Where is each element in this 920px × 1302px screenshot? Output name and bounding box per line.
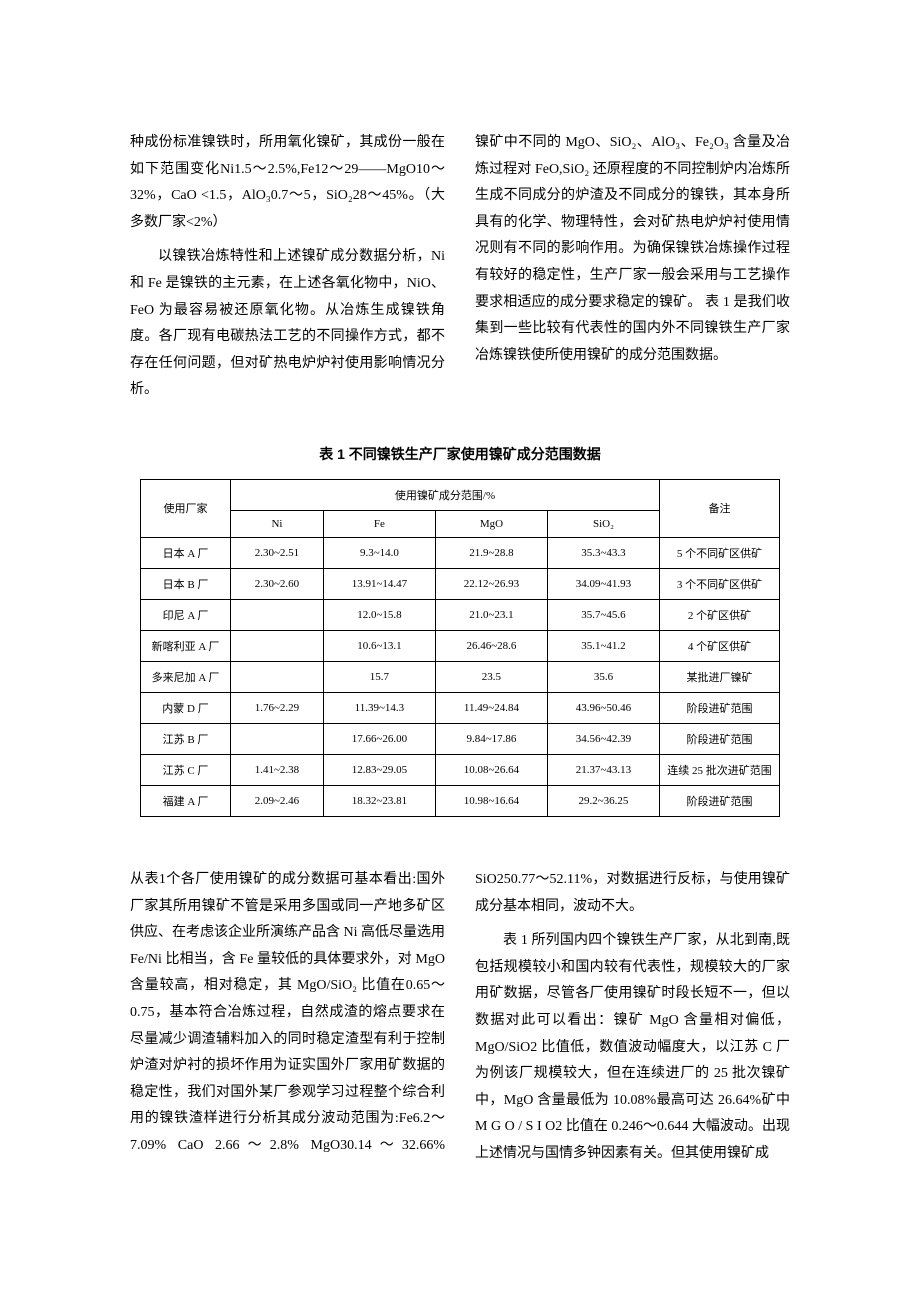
bottom-paragraphs: 从表1个各厂使用镍矿的成分数据可基本看出:国外厂家其所用镍矿不管是采用多国或同一…: [130, 867, 790, 1168]
table-cell: 10.08~26.64: [435, 754, 547, 785]
table-cell: 21.0~23.1: [435, 599, 547, 630]
table-cell: 22.12~26.93: [435, 568, 547, 599]
table-cell: 阶段进矿范围: [660, 785, 780, 816]
table-cell: 阶段进矿范围: [660, 723, 780, 754]
table-cell: 10.6~13.1: [323, 630, 435, 661]
table-cell: 日本 B 厂: [141, 568, 231, 599]
th-range: 使用镍矿成分范围/%: [231, 479, 660, 510]
th-fe: Fe: [323, 510, 435, 537]
table-cell: [231, 723, 324, 754]
table-row: 江苏 C 厂1.41~2.3812.83~29.0510.08~26.6421.…: [141, 754, 780, 785]
table-cell: 26.46~28.6: [435, 630, 547, 661]
table-cell: 2.09~2.46: [231, 785, 324, 816]
para-1: 种成份标准镍铁时，所用氧化镍矿，其成份一般在如下范围变化Ni1.5～2.5%,F…: [130, 130, 445, 236]
th-sio2: SiO₂: [547, 510, 659, 537]
table-cell: [231, 661, 324, 692]
table-cell: 2 个矿区供矿: [660, 599, 780, 630]
table-cell: 34.56~42.39: [547, 723, 659, 754]
table-cell: 印尼 A 厂: [141, 599, 231, 630]
table-cell: 多来尼加 A 厂: [141, 661, 231, 692]
table-cell: 13.91~14.47: [323, 568, 435, 599]
table-caption: 表 1 不同镍铁生产厂家使用镍矿成分范围数据: [130, 444, 790, 464]
table-cell: [231, 630, 324, 661]
table-cell: 江苏 C 厂: [141, 754, 231, 785]
para-5: 表 1 所列国内四个镍铁生产厂家，从北到南,既包括规模较小和国内较有代表性，规模…: [475, 928, 790, 1167]
table-cell: 2.30~2.60: [231, 568, 324, 599]
table-cell: 35.7~45.6: [547, 599, 659, 630]
table-cell: 11.49~24.84: [435, 692, 547, 723]
top-paragraphs: 种成份标准镍铁时，所用氧化镍矿，其成份一般在如下范围变化Ni1.5～2.5%,F…: [130, 130, 790, 404]
ore-composition-table: 使用厂家 使用镍矿成分范围/% 备注 Ni Fe MgO SiO₂ 日本 A 厂…: [140, 479, 780, 817]
table-cell: 18.32~23.81: [323, 785, 435, 816]
table-cell: 福建 A 厂: [141, 785, 231, 816]
th-factory: 使用厂家: [141, 479, 231, 537]
table-cell: 内蒙 D 厂: [141, 692, 231, 723]
table-cell: 21.37~43.13: [547, 754, 659, 785]
table-cell: 17.66~26.00: [323, 723, 435, 754]
table-cell: 35.6: [547, 661, 659, 692]
table-cell: 新喀利亚 A 厂: [141, 630, 231, 661]
table-cell: 9.3~14.0: [323, 537, 435, 568]
table-cell: 35.1~41.2: [547, 630, 659, 661]
table-cell: 5 个不同矿区供矿: [660, 537, 780, 568]
table-cell: 某批进厂镍矿: [660, 661, 780, 692]
table-row: 日本 A 厂2.30~2.519.3~14.021.9~28.835.3~43.…: [141, 537, 780, 568]
table-row: 江苏 B 厂 17.66~26.009.84~17.8634.56~42.39阶段…: [141, 723, 780, 754]
table-cell: [231, 599, 324, 630]
table-row: 新喀利亚 A 厂 10.6~13.126.46~28.635.1~41.24 个矿…: [141, 630, 780, 661]
table-cell: 15.7: [323, 661, 435, 692]
table-cell: 3 个不同矿区供矿: [660, 568, 780, 599]
th-mgo: MgO: [435, 510, 547, 537]
table-row: 日本 B 厂2.30~2.6013.91~14.4722.12~26.9334.…: [141, 568, 780, 599]
th-ni: Ni: [231, 510, 324, 537]
table-cell: 1.41~2.38: [231, 754, 324, 785]
para-3: 镍矿中不同的 MgO、SiO₂、AlO₃、Fe₂O₃ 含量及冶炼过程对 FeO,…: [475, 130, 790, 369]
table-cell: 2.30~2.51: [231, 537, 324, 568]
para-2: 以镍铁冶炼特性和上述镍矿成分数据分析，Ni 和 Fe 是镍铁的主元素，在上述各氧…: [130, 244, 445, 404]
table-body: 日本 A 厂2.30~2.519.3~14.021.9~28.835.3~43.…: [141, 537, 780, 816]
table-cell: 29.2~36.25: [547, 785, 659, 816]
table-cell: 12.83~29.05: [323, 754, 435, 785]
table-cell: 21.9~28.8: [435, 537, 547, 568]
table-cell: 阶段进矿范围: [660, 692, 780, 723]
table-cell: 34.09~41.93: [547, 568, 659, 599]
table-cell: 11.39~14.3: [323, 692, 435, 723]
table-cell: 连续 25 批次进矿范围: [660, 754, 780, 785]
table-cell: 日本 A 厂: [141, 537, 231, 568]
table-cell: 1.76~2.29: [231, 692, 324, 723]
table-wrapper: 使用厂家 使用镍矿成分范围/% 备注 Ni Fe MgO SiO₂ 日本 A 厂…: [140, 479, 780, 817]
table-cell: 江苏 B 厂: [141, 723, 231, 754]
table-cell: 12.0~15.8: [323, 599, 435, 630]
table-row: 福建 A 厂2.09~2.4618.32~23.8110.98~16.6429.…: [141, 785, 780, 816]
table-cell: 9.84~17.86: [435, 723, 547, 754]
table-cell: 43.96~50.46: [547, 692, 659, 723]
table-cell: 10.98~16.64: [435, 785, 547, 816]
table-row: 印尼 A 厂 12.0~15.821.0~23.135.7~45.62 个矿区供矿: [141, 599, 780, 630]
th-note: 备注: [660, 479, 780, 537]
table-cell: 35.3~43.3: [547, 537, 659, 568]
table-row: 内蒙 D 厂1.76~2.2911.39~14.311.49~24.8443.9…: [141, 692, 780, 723]
table-row: 多来尼加 A 厂 15.723.535.6某批进厂镍矿: [141, 661, 780, 692]
table-cell: 4 个矿区供矿: [660, 630, 780, 661]
table-cell: 23.5: [435, 661, 547, 692]
